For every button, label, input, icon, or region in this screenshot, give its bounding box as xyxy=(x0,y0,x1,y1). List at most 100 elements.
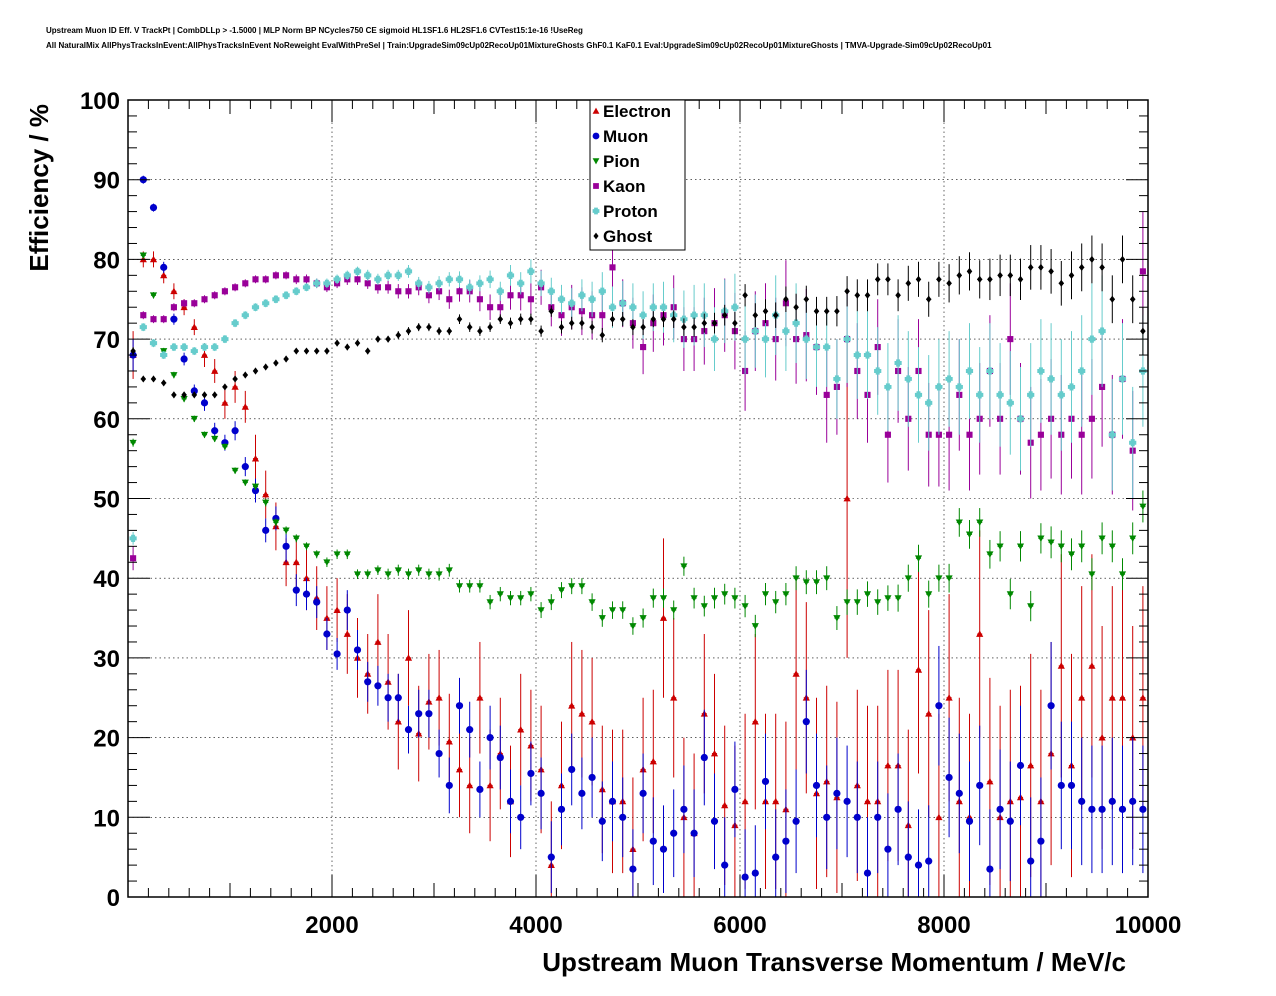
muon-point xyxy=(833,789,841,797)
pion-point xyxy=(598,615,606,622)
ghost-point xyxy=(783,295,789,303)
proton-point xyxy=(415,279,423,287)
muon-point xyxy=(721,861,729,869)
muon-point xyxy=(251,486,260,495)
muon-point xyxy=(659,845,668,853)
ghost-point xyxy=(477,327,483,335)
proton-point xyxy=(649,303,657,311)
electron-point xyxy=(486,781,494,789)
ghost-point xyxy=(640,323,646,331)
muon-point xyxy=(313,598,321,606)
muon-point xyxy=(262,526,270,534)
proton-point xyxy=(588,295,596,303)
ghost-point xyxy=(1079,263,1085,271)
pion-point xyxy=(496,591,504,598)
pion-point xyxy=(445,567,453,574)
kaon-point xyxy=(599,312,606,319)
electron-point xyxy=(1078,694,1086,701)
electron-point xyxy=(935,813,943,821)
ghost-point xyxy=(518,315,524,323)
ghost-point xyxy=(252,367,259,375)
proton-point xyxy=(1016,415,1025,423)
electron-point xyxy=(160,271,168,279)
pion-point xyxy=(435,571,443,578)
muon-point xyxy=(629,865,637,873)
proton-point xyxy=(945,375,953,383)
proton-point xyxy=(1067,383,1076,391)
muon-point xyxy=(1006,817,1014,825)
muon-point xyxy=(761,777,770,786)
ghost-point xyxy=(324,347,330,355)
pion-point xyxy=(802,579,810,586)
muon-point xyxy=(608,797,617,805)
proton-point xyxy=(251,303,260,311)
pion-point xyxy=(1047,539,1055,546)
proton-point xyxy=(1078,367,1086,375)
muon-point xyxy=(343,606,351,614)
ghost-point xyxy=(762,307,769,315)
muon-point xyxy=(292,586,300,594)
proton-point xyxy=(823,343,831,351)
kaon-point xyxy=(456,288,463,295)
pion-point xyxy=(364,571,372,578)
electron-point xyxy=(670,694,678,701)
ghost-point xyxy=(507,319,514,327)
electron-point xyxy=(976,630,984,637)
ghost-point xyxy=(201,391,208,399)
pion-point xyxy=(619,607,627,614)
proton-point xyxy=(986,367,994,375)
electron-point xyxy=(588,718,596,725)
muon-point xyxy=(190,387,198,395)
kaon-point xyxy=(385,284,392,291)
proton-point xyxy=(506,271,515,279)
ghost-point xyxy=(691,323,697,331)
muon-point xyxy=(1027,857,1035,865)
kaon-point xyxy=(527,296,534,303)
electron-point xyxy=(772,797,780,805)
pion-point xyxy=(894,595,902,602)
pion-point xyxy=(323,559,331,566)
kaon-point xyxy=(1088,415,1095,422)
ghost-point xyxy=(793,303,799,311)
electron-point xyxy=(190,323,198,331)
muon-point xyxy=(455,702,464,710)
proton-point xyxy=(282,291,290,299)
muon-point xyxy=(506,797,515,805)
muon-point xyxy=(863,869,872,877)
muon-point xyxy=(945,773,953,782)
kaon-point xyxy=(446,296,453,303)
pion-point xyxy=(1139,503,1147,511)
kaon-point xyxy=(160,316,167,323)
muon-legend-label: Muon xyxy=(603,127,648,146)
pion-point xyxy=(221,443,229,451)
kaon-point xyxy=(1139,268,1146,275)
y-tick-label: 70 xyxy=(93,327,120,354)
proton-point xyxy=(343,271,351,279)
electron-point xyxy=(211,367,219,374)
ghost-point xyxy=(1140,327,1146,335)
electron-point xyxy=(445,737,453,745)
pion-point xyxy=(853,599,861,606)
electron-point xyxy=(884,761,892,769)
proton-point xyxy=(435,279,443,287)
muon-point xyxy=(823,813,831,821)
pion-point xyxy=(272,519,280,527)
ghost-point xyxy=(956,271,962,279)
muon-point xyxy=(792,817,800,825)
kaon-point xyxy=(272,272,279,279)
muon-point xyxy=(1108,797,1116,805)
pion-point xyxy=(466,583,474,590)
pion-point xyxy=(578,583,586,590)
kaon-legend-marker xyxy=(593,183,599,189)
y-tick-label: 100 xyxy=(80,88,120,115)
kaon-point xyxy=(395,288,402,295)
electron-point xyxy=(1057,662,1065,669)
proton-point xyxy=(812,343,821,351)
y-tick-label: 20 xyxy=(93,726,120,753)
proton-point xyxy=(272,295,280,303)
kaon-point xyxy=(1037,431,1044,438)
proton-point xyxy=(894,359,902,367)
proton-point xyxy=(914,391,923,399)
muon-legend-marker xyxy=(592,132,600,140)
kaon-point xyxy=(946,431,953,438)
